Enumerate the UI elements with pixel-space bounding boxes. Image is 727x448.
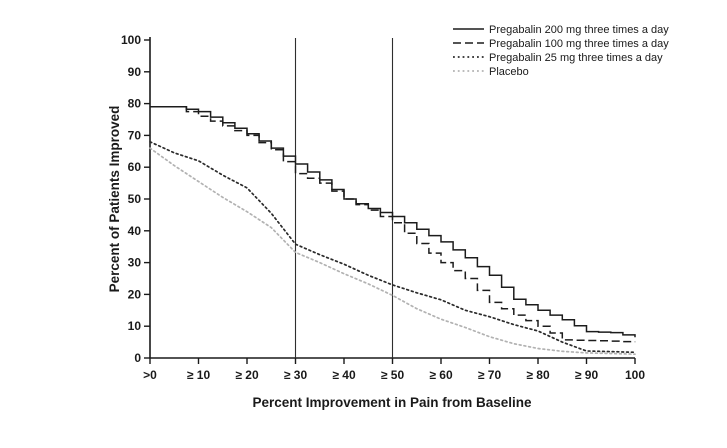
y-tick-label: 30 xyxy=(128,256,142,270)
chart-plot-area: 0 10 20 30 40 50 60 70 80 90 100 >0 ≥ 10 ≥ 20 ≥ 30 ≥ 40… xyxy=(121,28,645,382)
x-axis-title: Percent Improvement in Pain from Baselin… xyxy=(252,395,532,410)
series-line-2 xyxy=(149,140,636,354)
series-line-3 xyxy=(149,147,636,356)
legend-label-pregabalin-100: Pregabalin 100 mg three times a day xyxy=(489,38,669,50)
x-tick-label: ≥ 50 xyxy=(381,368,405,382)
y-tick-label: 100 xyxy=(121,33,141,47)
y-tick-label: 0 xyxy=(134,351,141,365)
legend: Pregabalin 200 mg three times a day Preg… xyxy=(489,24,669,78)
x-tick-label: ≥ 40 xyxy=(332,368,356,382)
legend-label-pregabalin-25: Pregabalin 25 mg three times a day xyxy=(489,52,663,64)
y-tick-label: 40 xyxy=(128,224,142,238)
x-tick-label: ≥ 60 xyxy=(429,368,453,382)
y-tick-label: 80 xyxy=(128,97,142,111)
x-tick-label: ≥ 70 xyxy=(478,368,502,382)
x-tick-label: ≥ 80 xyxy=(526,368,550,382)
legend-label-placebo: Placebo xyxy=(489,66,529,78)
x-tick-label: >0 xyxy=(143,368,157,382)
y-tick-label: 20 xyxy=(128,287,142,301)
x-tick-label: ≥ 10 xyxy=(187,368,211,382)
y-tick-label: 90 xyxy=(128,65,142,79)
series-line-0 xyxy=(150,106,636,338)
legend-label-pregabalin-200: Pregabalin 200 mg three times a day xyxy=(489,24,669,36)
x-tick-label: ≥ 20 xyxy=(235,368,259,382)
series-line-1 xyxy=(150,106,636,343)
y-tick-label: 60 xyxy=(128,160,142,174)
x-tick-label: ≥ 90 xyxy=(575,368,599,382)
y-tick-label: 50 xyxy=(128,192,142,206)
y-axis-title: Percent of Patients Improved xyxy=(107,106,122,293)
x-tick-label: ≥ 30 xyxy=(284,368,308,382)
y-tick-label: 70 xyxy=(128,128,142,142)
x-tick-label: 100 xyxy=(625,368,645,382)
y-tick-label: 10 xyxy=(128,319,142,333)
